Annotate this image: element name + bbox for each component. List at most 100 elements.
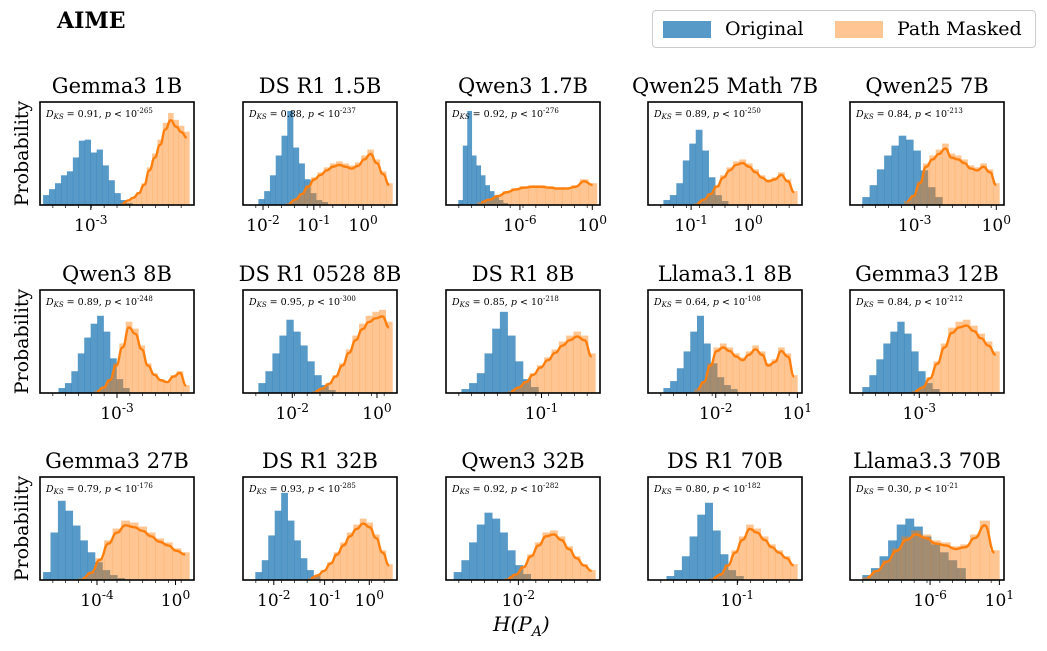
bar-original (313, 576, 321, 580)
bar-original (72, 525, 81, 580)
x-tick-label: 10-1 (674, 213, 708, 236)
bar-masked (921, 534, 932, 580)
bar-original (890, 331, 898, 393)
bar-masked (112, 528, 122, 580)
ks-annotation: DKS = 0.89, p < 10-250 (653, 107, 761, 121)
bar-masked (707, 363, 714, 393)
bar-masked (336, 161, 343, 205)
bar-original (891, 145, 900, 205)
bar-masked (87, 572, 96, 580)
bar-original (494, 197, 499, 205)
bar-original (920, 170, 929, 205)
bar-original (469, 383, 478, 393)
ks-annotation: DKS = 0.30, p < 10-21 (855, 482, 958, 496)
bar-original (876, 359, 884, 393)
bar-original (476, 373, 485, 393)
subplot-title: DS R1 0528 8B (239, 262, 402, 286)
bar-original (84, 337, 91, 393)
bar-masked (151, 373, 158, 393)
bar-original (90, 323, 98, 393)
kde-line-masked (315, 315, 390, 393)
bar-masked (542, 532, 551, 580)
bar-masked (961, 159, 968, 205)
subplot: Qwen25 7B DKS = 0.84, p < 10-213 10-3 100 (849, 74, 1011, 236)
bar-original (911, 351, 919, 393)
bar-masked (739, 357, 747, 393)
x-tick-label: 10-3 (898, 213, 932, 236)
bar-masked (572, 556, 581, 580)
bar-original (503, 203, 508, 205)
x-tick-label: 10-3 (74, 213, 108, 236)
bar-masked (146, 167, 153, 205)
bar-original (897, 321, 905, 393)
bar-masked (771, 359, 779, 393)
y-axis-label: Probability (11, 475, 33, 581)
bar-original (58, 388, 66, 393)
bar-masked (775, 550, 784, 580)
bar-original (97, 315, 104, 393)
bar-masked (340, 542, 348, 580)
kde-line-masked (697, 346, 796, 391)
bar-original (676, 183, 684, 205)
bar-original (109, 575, 118, 580)
bar-masked (967, 165, 975, 205)
bar-masked (719, 175, 727, 205)
bar-masked (768, 544, 776, 580)
bar-masked (170, 375, 177, 393)
bar-masked (163, 381, 171, 393)
bar-masked (372, 311, 380, 393)
x-axis-label: H(PA) (493, 612, 550, 640)
bar-original (476, 524, 485, 580)
bar-masked (545, 186, 555, 205)
bar-masked (178, 125, 185, 205)
bar-original (43, 195, 50, 205)
subplot: DS R1 1.5B DKS = 0.88, p < 10-237 10-2 10-1… (242, 74, 398, 236)
bar-masked (379, 309, 387, 393)
bar-masked (292, 199, 299, 205)
x-tick-label: 100 (982, 213, 1011, 236)
bar-masked (948, 327, 956, 393)
bar-masked (935, 149, 943, 205)
x-tick-label: 10-2 (502, 588, 536, 611)
bar-original (65, 510, 74, 580)
bar-masked (992, 351, 1000, 393)
kde-line-masked (697, 161, 795, 205)
bar-original (279, 335, 287, 393)
bar-masked (130, 197, 137, 205)
subplot-title: DS R1 1.5B (259, 74, 382, 98)
bar-original (876, 169, 885, 205)
bar-original (939, 552, 949, 580)
bar-masked (732, 161, 740, 205)
x-tick-label: 101 (783, 401, 812, 424)
x-tick-label: 10-6 (503, 213, 537, 236)
bar-original (730, 389, 738, 393)
subplot-title: Gemma3 27B (45, 449, 189, 473)
bar-masked (172, 548, 182, 580)
bar-original (281, 492, 288, 580)
bar-masked (716, 574, 725, 580)
ks-annotation: DKS = 0.92, p < 10-282 (451, 482, 559, 496)
legend: Original Path Masked (652, 10, 1036, 48)
bar-masked (359, 518, 367, 580)
bar-original (906, 139, 914, 205)
bar-original (461, 560, 470, 580)
bar-original (862, 387, 870, 393)
bar-masked (771, 177, 779, 205)
legend-label-original: Original (725, 18, 804, 40)
bar-masked (588, 353, 596, 393)
bar-original (304, 179, 311, 205)
bar-masked (359, 323, 366, 393)
ks-annotation: DKS = 0.80, p < 10-182 (653, 482, 761, 496)
x-tick-label: 10-4 (80, 588, 114, 611)
bar-original (498, 200, 504, 205)
bar-masked (562, 187, 572, 205)
bar-masked (385, 321, 393, 393)
ks-annotation: DKS = 0.64, p < 10-108 (653, 295, 761, 309)
bar-original (676, 368, 684, 393)
subplot-title: Qwen3 32B (461, 449, 584, 473)
bar-masked (157, 379, 165, 393)
bar-masked (366, 522, 374, 580)
bar-masked (979, 520, 990, 580)
ks-annotation: DKS = 0.85, p < 10-218 (451, 295, 559, 309)
bar-masked (361, 155, 368, 205)
